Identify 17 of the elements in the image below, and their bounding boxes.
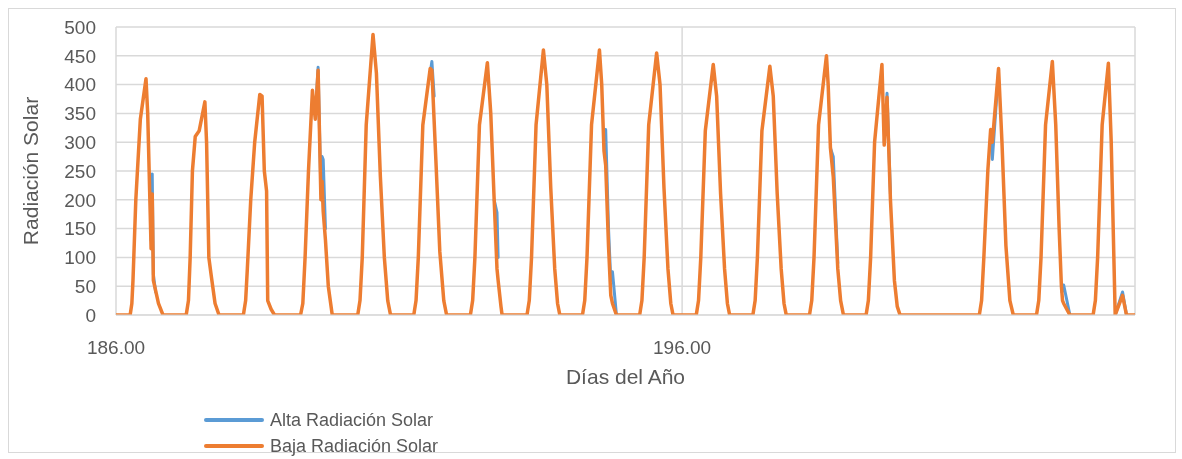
y-tick-label: 450	[64, 45, 96, 67]
y-axis-title: Radiación Solar	[19, 96, 43, 246]
y-tick-label: 500	[64, 16, 96, 38]
x-tick-label: 196.00	[653, 337, 712, 359]
legend-label: Alta Radiación Solar	[270, 409, 434, 432]
y-tick-label: 300	[64, 131, 96, 153]
y-tick-label: 200	[64, 189, 96, 211]
y-tick-label: 100	[64, 247, 96, 269]
y-tick-label: 0	[85, 304, 96, 326]
y-tick-label: 150	[64, 218, 96, 240]
y-tick-label: 250	[64, 160, 96, 182]
x-axis-title: Días del Año	[565, 365, 686, 388]
y-tick-label: 350	[64, 103, 96, 125]
legend-label: Baja Radiación Solar	[270, 435, 439, 458]
x-tick-label: 186.00	[86, 337, 146, 359]
y-tick-label: 50	[74, 275, 96, 297]
y-tick-label: 400	[64, 74, 96, 96]
